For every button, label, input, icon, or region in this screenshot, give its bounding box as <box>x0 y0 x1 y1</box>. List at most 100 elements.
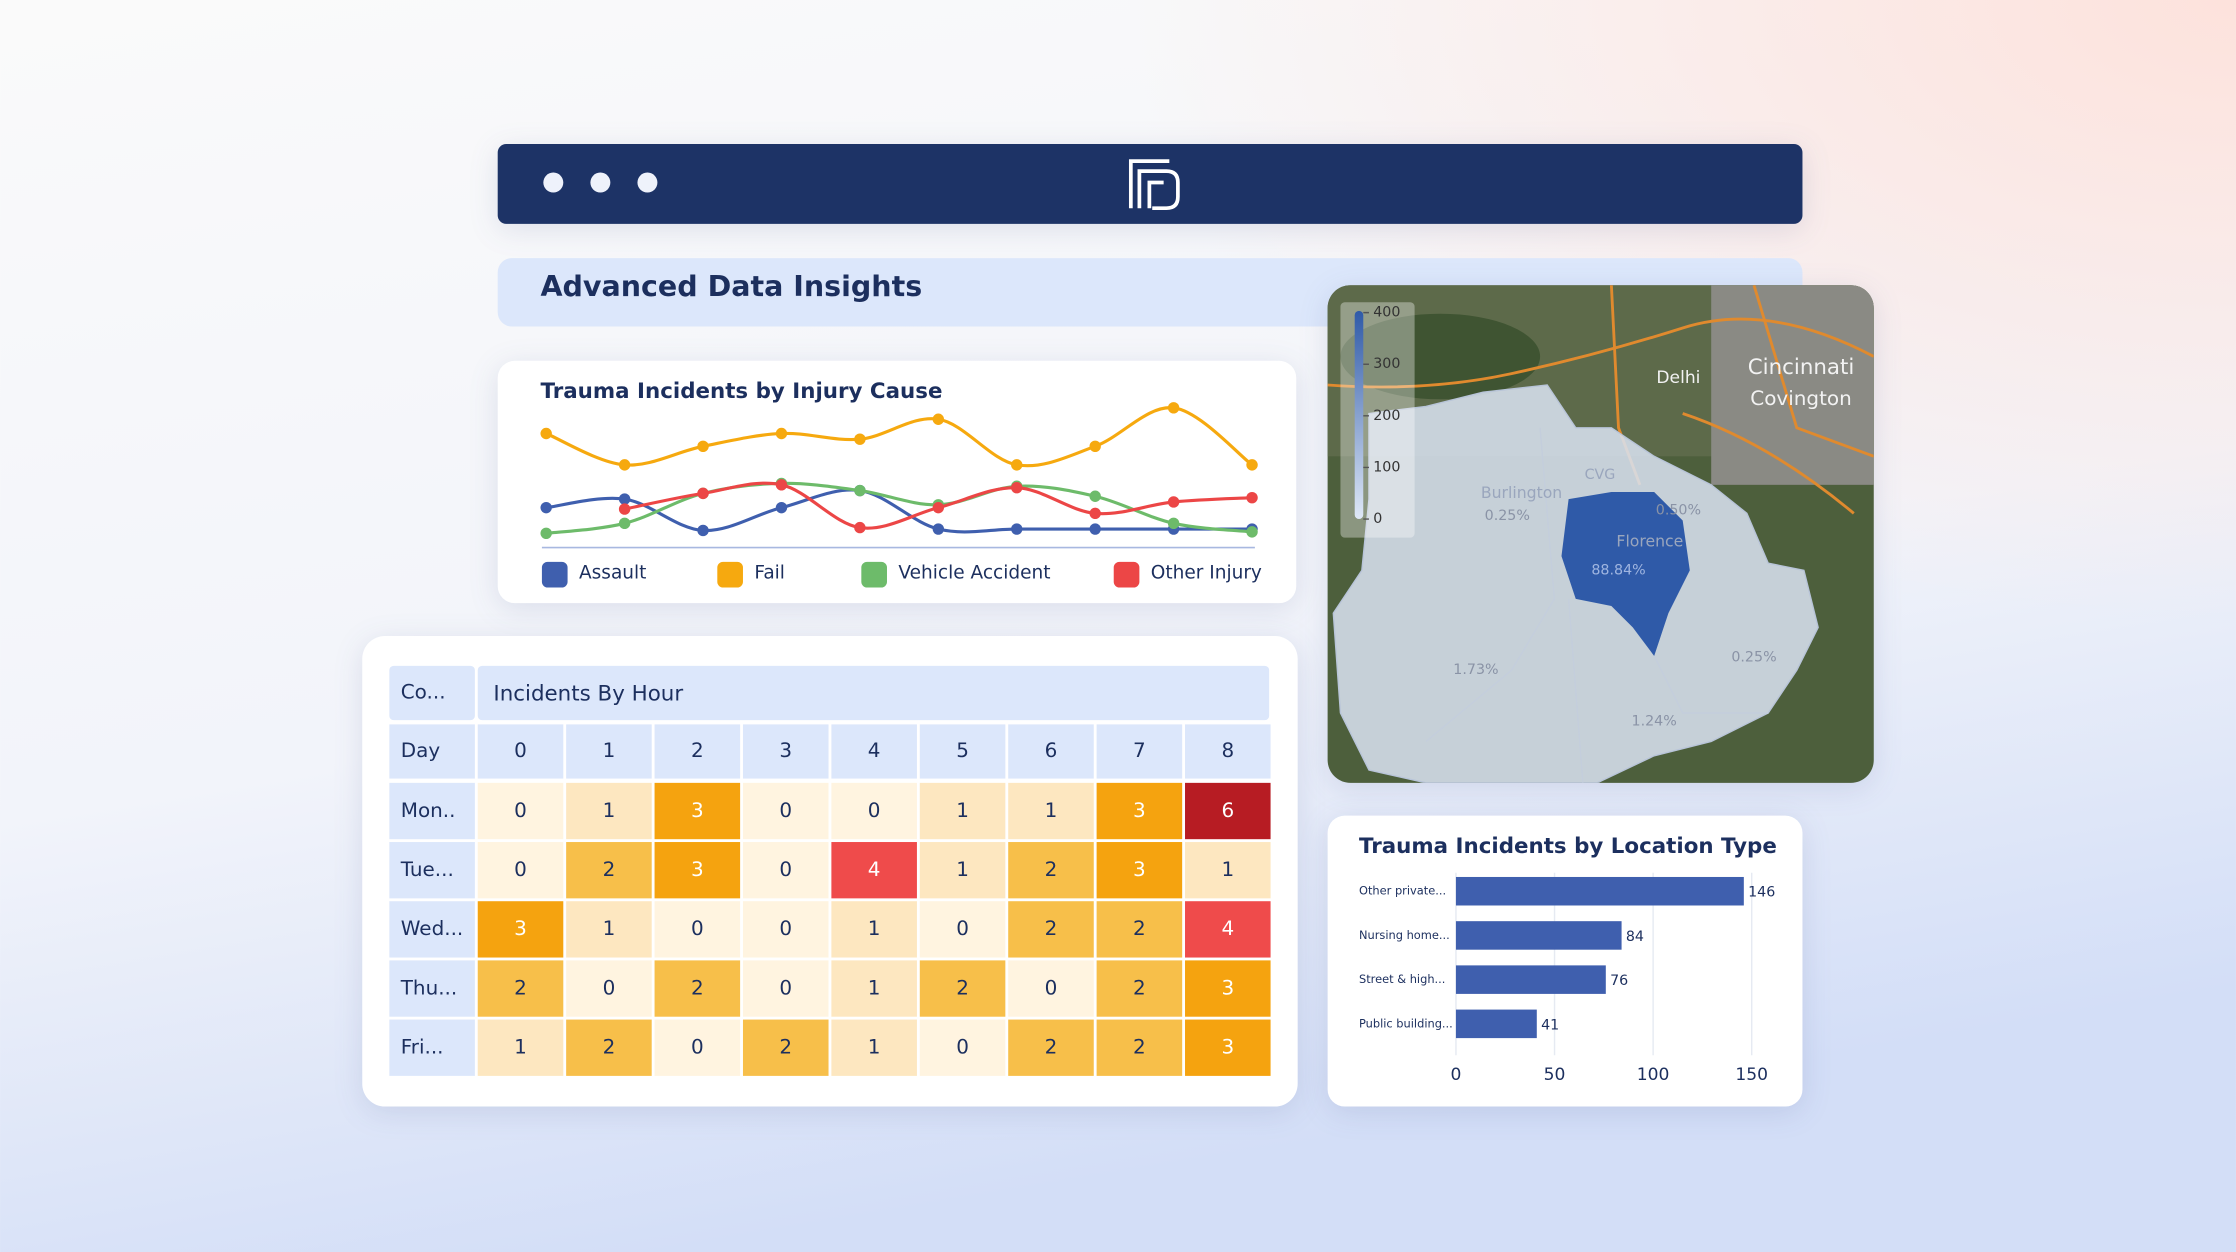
heat-cell <box>1096 901 1183 958</box>
cell-value: 1 <box>956 798 969 822</box>
value-label: 84 <box>1626 929 1644 945</box>
cell-value: 1 <box>1045 798 1058 822</box>
table-header-cell <box>389 665 475 721</box>
column-label: 3 <box>779 738 792 762</box>
line-point <box>775 479 788 491</box>
cell-value: 0 <box>691 916 704 940</box>
colorbar-label: 0 <box>1373 511 1382 527</box>
cell-value: 0 <box>1045 975 1058 999</box>
heat-cell <box>1096 1019 1183 1076</box>
heat-cell <box>919 782 1006 840</box>
line-point <box>618 517 631 530</box>
legend-label: Fail <box>754 563 785 584</box>
table-header-cell <box>389 901 475 958</box>
line-point <box>1167 496 1180 508</box>
line-point <box>1089 523 1101 535</box>
roads <box>1327 285 1874 515</box>
cell-value: 1 <box>868 1035 881 1059</box>
line-card <box>497 360 1297 604</box>
line-point <box>1246 459 1258 471</box>
cell-value: 0 <box>956 916 969 940</box>
line-point <box>618 459 631 471</box>
bar <box>1455 965 1606 994</box>
place-label: CVG <box>1585 467 1616 483</box>
table-header-cell <box>477 724 564 779</box>
cell-value: 2 <box>956 975 969 999</box>
cell-value: 2 <box>1045 916 1058 940</box>
y-tick-label: Street & high... <box>1359 972 1445 986</box>
cell-value: 0 <box>868 798 881 822</box>
legend-label: Assault <box>579 563 646 584</box>
row-label: Fri... <box>401 1035 444 1059</box>
cell-value: 2 <box>1133 916 1146 940</box>
heat-cell <box>1008 901 1094 958</box>
table-header-cell <box>389 782 475 840</box>
cell-value: 3 <box>691 857 704 881</box>
window-dot[interactable] <box>543 172 564 193</box>
heat-cell <box>477 782 564 840</box>
heat-cell <box>831 782 917 840</box>
cell-value: 2 <box>514 975 527 999</box>
column-label: 0 <box>514 738 527 762</box>
column-label: 7 <box>1133 738 1146 762</box>
column-label: 1 <box>603 738 616 762</box>
heat-cell <box>919 960 1006 1017</box>
cell-value: 0 <box>956 1035 969 1059</box>
cell-value: 4 <box>1221 916 1234 940</box>
heat-cell <box>1008 1019 1094 1076</box>
row-label: Tue... <box>400 857 454 881</box>
bar <box>1455 1009 1537 1039</box>
heat-cell <box>831 1019 917 1076</box>
cell-value: 0 <box>691 1035 704 1059</box>
line-point <box>775 501 788 514</box>
line-point <box>932 501 945 514</box>
column-label: 6 <box>1045 738 1058 762</box>
line-point <box>932 523 945 535</box>
table-header: Co... <box>401 680 446 704</box>
region-label: 0.25% <box>1731 649 1776 665</box>
cell-value: 1 <box>868 975 881 999</box>
x-tick-label: 150 <box>1735 1065 1768 1085</box>
place-label: Burlington <box>1481 483 1562 502</box>
line-point <box>1167 402 1180 414</box>
cell-value: 2 <box>1045 857 1058 881</box>
line-point <box>932 413 945 425</box>
heat-cell <box>566 960 652 1017</box>
heat-cell <box>654 901 741 958</box>
value-label: 41 <box>1541 1017 1559 1033</box>
column-label: 2 <box>691 738 704 762</box>
cell-value: 2 <box>603 1035 616 1059</box>
heat-cell <box>1008 960 1094 1017</box>
line-point <box>618 503 631 515</box>
heat-cell <box>1185 842 1271 899</box>
cell-value: 1 <box>956 857 969 881</box>
colorbar <box>1354 310 1364 520</box>
legend-swatch <box>541 561 568 588</box>
y-tick-label: Public building... <box>1359 1016 1453 1030</box>
cell-value: 3 <box>1133 857 1146 881</box>
heat-cell <box>831 960 917 1017</box>
legend-swatch <box>861 561 887 588</box>
line-point <box>1089 440 1101 453</box>
window-dot[interactable] <box>590 172 611 193</box>
place-label: Cincinnati <box>1748 355 1855 380</box>
cell-value: 3 <box>691 798 704 822</box>
bar <box>1455 921 1622 950</box>
page-title: Advanced Data Insights <box>540 270 922 303</box>
line-point <box>540 527 552 540</box>
heat-cell <box>654 960 741 1017</box>
window-dot[interactable] <box>637 172 658 193</box>
heat-cell <box>566 842 652 899</box>
row-label: Thu... <box>400 975 458 999</box>
region-label: 1.73% <box>1453 662 1498 678</box>
cell-value: 2 <box>779 1035 792 1059</box>
heat-cell <box>1185 782 1271 840</box>
bar-card <box>1327 815 1803 1107</box>
table-header-cell <box>477 665 1270 721</box>
x-tick-label: 100 <box>1637 1065 1670 1085</box>
column-label: 8 <box>1221 738 1234 762</box>
heat-cell <box>919 842 1006 899</box>
heat-cell <box>477 901 564 958</box>
map: 400 300 200 100 0 Delhi Cincinnati Covington Bur… <box>1327 285 1874 783</box>
heat-cell <box>742 842 829 899</box>
